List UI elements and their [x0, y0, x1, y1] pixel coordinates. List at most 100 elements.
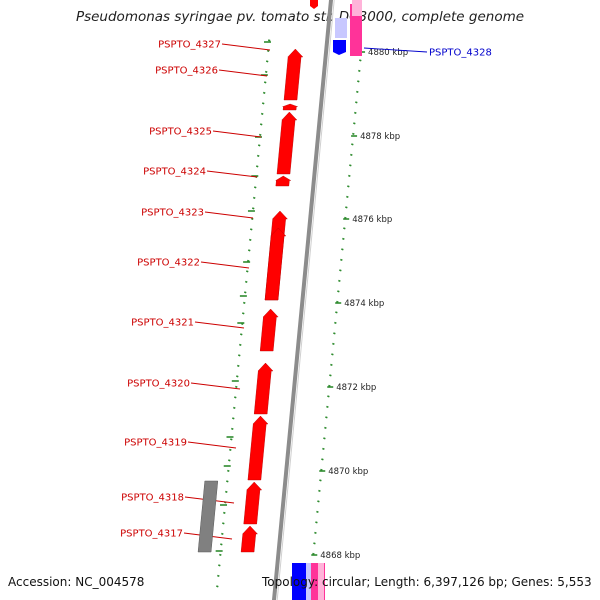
- guide-dot-outer: [250, 217, 254, 221]
- gene-label-reverse[interactable]: PSPTO_4317: [120, 529, 183, 540]
- gene-label-reverse[interactable]: PSPTO_4322: [137, 258, 200, 269]
- guide-dot-inner: [316, 510, 319, 514]
- ruler-tick-label: 4876 kbp: [352, 215, 392, 225]
- guide-dot-inner: [313, 542, 316, 545]
- guide-dot-outer: [267, 39, 271, 42]
- guide-dot-outer: [221, 532, 224, 536]
- gene-forward-bottom-shadow: [306, 563, 311, 600]
- gene-arrow-reverse[interactable]: [283, 48, 304, 101]
- guide-dot-inner: [321, 458, 324, 461]
- gene-forward-bottom[interactable]: [292, 563, 306, 600]
- guide-dot-outer: [256, 154, 260, 158]
- guide-dot-inner: [340, 258, 343, 262]
- accession-text: Accession: NC_004578: [8, 575, 145, 589]
- guide-dot-outer: [218, 564, 221, 567]
- gene-arrow-reverse[interactable]: [275, 175, 292, 187]
- guide-dot-inner: [345, 206, 348, 209]
- guide-dot-outer: [262, 91, 266, 95]
- gene-label-connector: [212, 130, 262, 138]
- guide-dot-outer: [252, 196, 256, 200]
- guide-dot-outer: [229, 448, 232, 452]
- guide-dot-inner: [326, 405, 329, 409]
- gene-arrow-reverse[interactable]: [276, 111, 298, 175]
- guide-dot-inner: [338, 279, 341, 283]
- gene-arrow-reverse[interactable]: [240, 525, 258, 553]
- ruler-tick-label: 4880 kbp: [368, 48, 408, 58]
- guide-dot-outer: [237, 354, 241, 357]
- backbone-line: [271, 0, 334, 600]
- gene-label-reverse[interactable]: PSPTO_4318: [121, 493, 184, 504]
- gene-label-connector: [194, 321, 245, 329]
- guide-dot-outer: [231, 417, 235, 420]
- guide-dot-outer: [248, 238, 252, 242]
- guide-dot-outer: [217, 574, 220, 578]
- guide-dot-outer: [220, 543, 223, 546]
- guide-dot-inner: [319, 479, 322, 482]
- guide-dot-inner: [350, 153, 353, 157]
- guide-dot-inner: [325, 416, 328, 419]
- guide-dot-inner: [344, 216, 347, 220]
- gene-label-reverse[interactable]: PSPTO_4323: [141, 208, 204, 219]
- guide-dot-inner: [314, 531, 317, 535]
- guide-dot-inner: [324, 426, 327, 430]
- guide-dot-outer: [232, 406, 236, 410]
- guide-dot-inner: [353, 122, 356, 125]
- gene-arrow-reverse[interactable]: [282, 103, 298, 111]
- gene-arrow-reverse[interactable]: [247, 415, 269, 481]
- guide-dot-inner: [339, 269, 342, 272]
- guide-dot-outer: [227, 469, 230, 473]
- guide-dot-outer: [249, 228, 253, 231]
- guide-dot-outer: [235, 375, 239, 378]
- guide-dot-outer: [233, 396, 237, 399]
- gene-label-connector: [187, 441, 237, 449]
- guide-dot-inner: [331, 353, 334, 356]
- guide-dot-inner: [357, 80, 360, 83]
- gene-label-reverse[interactable]: PSPTO_4319: [124, 438, 187, 449]
- guide-dot-outer: [260, 112, 264, 116]
- guide-dot-outer: [263, 81, 267, 84]
- guide-dot-outer: [264, 70, 268, 74]
- gene-label-reverse[interactable]: PSPTO_4321: [131, 318, 194, 329]
- guide-dot-outer: [245, 270, 249, 273]
- gene-label-forward[interactable]: PSPTO_4328: [429, 48, 492, 59]
- gene-arrow-reverse[interactable]: [259, 308, 279, 352]
- gene-arrow-reverse[interactable]: [264, 227, 287, 301]
- guide-dot-outer: [230, 427, 234, 431]
- guide-dot-outer: [219, 553, 222, 557]
- guide-dot-inner: [334, 321, 337, 325]
- gene-label-reverse[interactable]: PSPTO_4324: [143, 167, 206, 178]
- gene-arrow-reverse[interactable]: [243, 481, 263, 525]
- guide-dot-inner: [320, 468, 323, 472]
- guide-dot-inner: [322, 447, 325, 451]
- gene-label-reverse[interactable]: PSPTO_4320: [127, 379, 190, 390]
- ruler-tick-label: 4874 kbp: [344, 299, 384, 309]
- gene-label-reverse[interactable]: PSPTO_4325: [149, 127, 212, 138]
- guide-dot-outer: [223, 511, 226, 515]
- guide-dot-inner: [327, 395, 330, 398]
- guide-dot-inner: [312, 552, 315, 556]
- gene-label-reverse[interactable]: PSPTO_4327: [158, 40, 221, 51]
- guide-dot-outer: [225, 490, 228, 494]
- gene-arrow-forward[interactable]: [333, 40, 346, 55]
- guide-dot-inner: [348, 174, 351, 178]
- guide-dot-inner: [346, 195, 349, 199]
- guide-dot-outer: [247, 249, 251, 252]
- guide-dot-outer: [266, 49, 270, 53]
- pseudogene-block[interactable]: [197, 480, 219, 553]
- guide-dot-outer: [234, 385, 238, 389]
- rna-feature[interactable]: [350, 4, 362, 56]
- backbone-highlight: [276, 0, 335, 600]
- gene-fragment-top: [310, 0, 318, 9]
- guide-dot-inner: [351, 143, 354, 146]
- gene-label-connector: [206, 170, 258, 178]
- guide-dot-inner: [337, 290, 340, 293]
- ruler-tick-label: 4872 kbp: [336, 383, 376, 393]
- guide-dot-outer: [251, 207, 255, 210]
- gene-label-reverse[interactable]: PSPTO_4326: [155, 66, 218, 77]
- guide-dot-inner: [330, 363, 333, 367]
- guide-dot-outer: [257, 144, 261, 147]
- gene-arrow-reverse[interactable]: [253, 362, 274, 415]
- guide-dot-inner: [317, 500, 320, 503]
- guide-dot-outer: [242, 301, 246, 305]
